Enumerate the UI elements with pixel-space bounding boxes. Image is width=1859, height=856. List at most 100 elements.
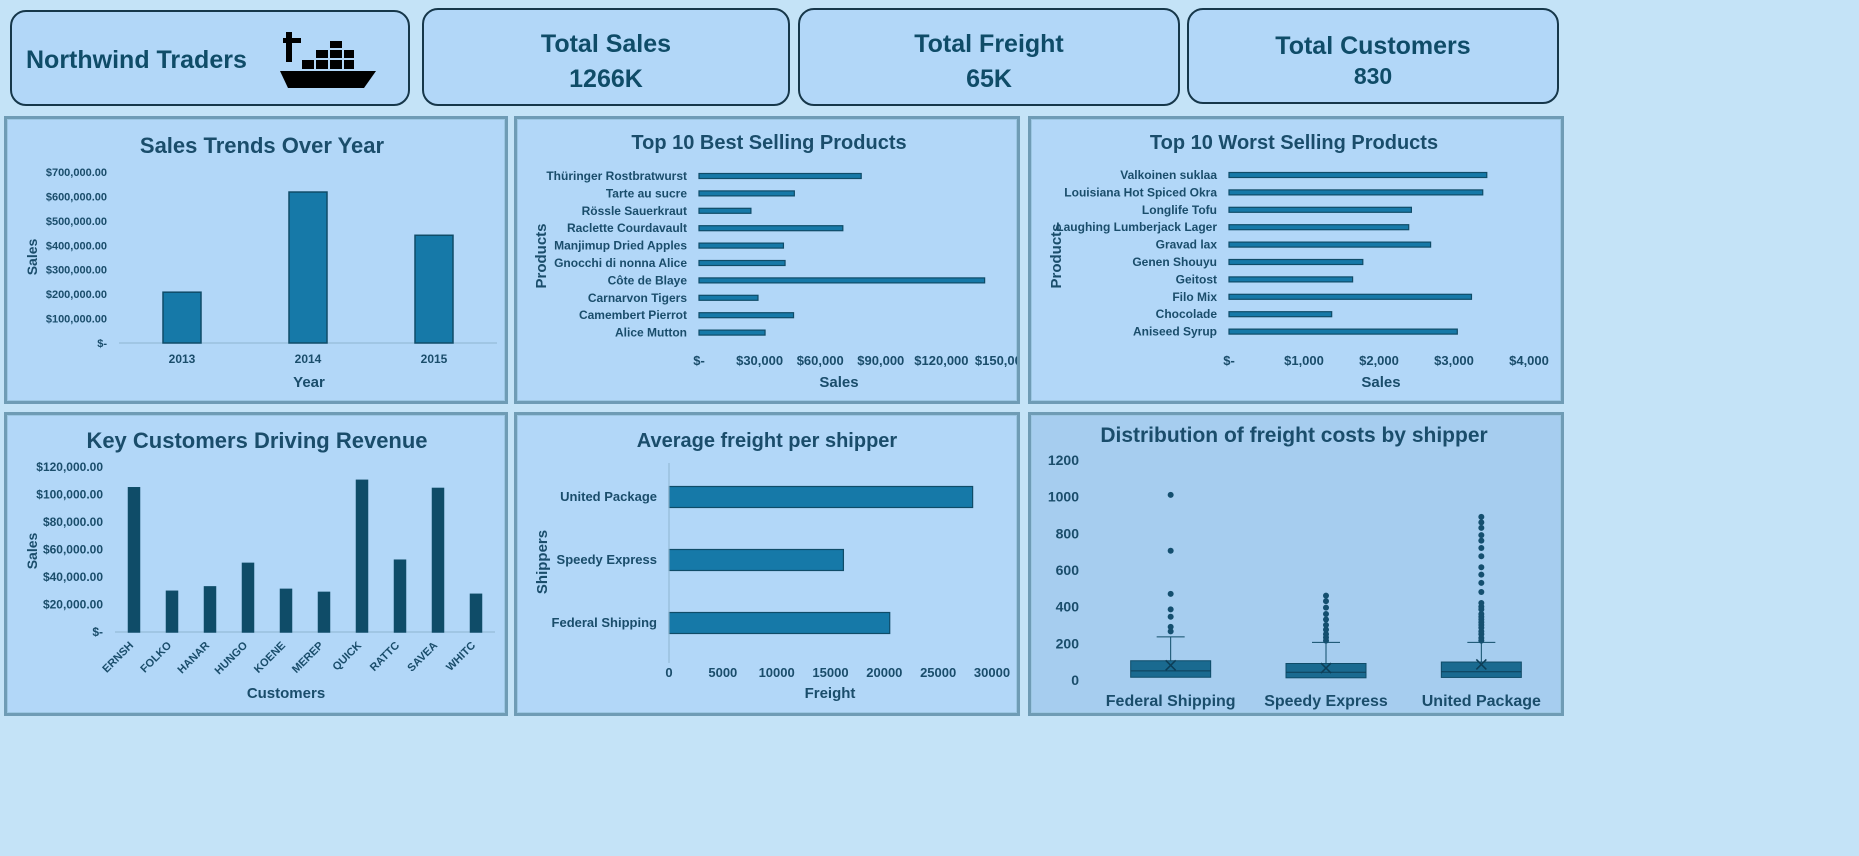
x-tick-label: SAVEA: [405, 640, 440, 675]
bar: [1228, 328, 1458, 335]
x-axis-label: Freight: [805, 685, 856, 702]
x-tick-label: $150,000: [975, 353, 1017, 368]
bar: [698, 277, 986, 284]
bar: [469, 593, 483, 633]
y-tick-label: $100,000.00: [36, 488, 103, 502]
kpi-value: 1266K: [569, 65, 643, 93]
outlier-point: [1167, 590, 1174, 597]
y-tick-label: $300,000.00: [46, 265, 107, 277]
outlier-point: [1478, 571, 1485, 578]
bar: [668, 548, 845, 572]
y-tick-label: 1000: [1048, 489, 1079, 505]
x-tick-label: ERNSH: [100, 640, 136, 676]
outlier-point: [1323, 592, 1329, 599]
freight-dist-chart: Distribution of freight costs by shipper…: [1048, 424, 1541, 710]
kpi-total-sales: Total Sales 1266K: [422, 8, 790, 106]
panel-worst-products: Top 10 Worst Selling Products Valkoinen s…: [1028, 116, 1564, 404]
chart-title: Key Customers Driving Revenue: [86, 428, 427, 453]
y-tick-label: 400: [1056, 599, 1080, 615]
outlier-point: [1478, 519, 1485, 526]
outlier-point: [1478, 611, 1485, 617]
outlier-point: [1167, 606, 1174, 613]
x-tick-label: FOLKO: [138, 639, 174, 675]
bar: [698, 329, 766, 336]
x-tick-label: $-: [1223, 353, 1235, 368]
sales-trend-chart: Sales Trends Over Year $- $100,000.00 $200,…: [24, 133, 497, 391]
outlier-point: [1167, 628, 1174, 635]
x-tick-label: $-: [693, 353, 705, 368]
x-axis-label: Customers: [247, 685, 325, 702]
kpi-title: Total Freight: [914, 30, 1064, 58]
x-tick-label: 30000: [974, 665, 1010, 680]
outlier-point: [1167, 613, 1174, 620]
x-tick-label: $2,000: [1359, 353, 1399, 368]
y-tick-label: $400,000.00: [46, 240, 107, 252]
bar: [317, 591, 331, 633]
y-tick-label: Speedy Express: [557, 552, 657, 567]
y-tick-label: $-: [97, 338, 107, 350]
box: [1285, 663, 1367, 679]
bar: [203, 586, 217, 633]
y-tick-label: Manjimup Dried Apples: [554, 239, 687, 253]
x-tick-label: HANAR: [176, 640, 213, 677]
outlier-point: [1478, 537, 1485, 544]
y-tick-label: 800: [1056, 525, 1080, 541]
box: [1440, 661, 1522, 678]
kpi-total-customers: Total Customers 830: [1187, 8, 1559, 104]
bar: [162, 291, 202, 344]
bar: [1228, 189, 1484, 196]
brand-title: Northwind Traders: [26, 46, 247, 74]
bar: [668, 611, 891, 635]
x-tick-label: 15000: [812, 665, 848, 680]
bar: [698, 259, 786, 267]
y-tick-label: $120,000.00: [36, 460, 103, 474]
chart-title: Top 10 Worst Selling Products: [1150, 132, 1438, 154]
bar: [241, 562, 255, 633]
x-tick-label: 5000: [708, 665, 737, 680]
kpi-title: Total Sales: [540, 30, 672, 58]
x-tick-label: RATTC: [368, 640, 402, 674]
x-tick-label: MEREP: [290, 640, 326, 676]
outlier-point: [1478, 532, 1485, 539]
outlier-point: [1478, 579, 1485, 586]
y-tick-label: $-: [92, 625, 103, 639]
y-tick-label: $600,000.00: [46, 191, 107, 203]
bar: [165, 590, 179, 633]
y-tick-label: Federal Shipping: [552, 615, 658, 630]
y-tick-label: $20,000.00: [43, 598, 103, 612]
y-tick-label: $60,000.00: [43, 543, 103, 557]
outlier-point: [1323, 616, 1329, 623]
y-tick-label: Rössle Sauerkraut: [582, 204, 687, 218]
bar: [1228, 224, 1410, 231]
chart-title: Top 10 Best Selling Products: [631, 132, 906, 154]
outlier-point: [1323, 626, 1329, 633]
bar: [668, 485, 974, 509]
bar: [1228, 206, 1412, 213]
bar: [698, 312, 795, 319]
x-tick-label: 25000: [920, 665, 956, 680]
bar: [127, 487, 141, 633]
outlier-point: [1478, 545, 1485, 551]
outlier-point: [1167, 623, 1174, 630]
y-tick-label: Valkoinen suklaa: [1120, 168, 1217, 182]
brand-card: Northwind Traders: [10, 10, 410, 106]
y-tick-label: Carnarvon Tigers: [588, 291, 687, 305]
x-tick-label: QUICK: [331, 640, 365, 674]
panel-best-products: Top 10 Best Selling Products Thüringer Ro…: [514, 116, 1020, 404]
x-tick-label: $4,000: [1509, 353, 1549, 368]
y-tick-label: 1200: [1048, 452, 1079, 468]
x-tick-label: $90,000: [857, 353, 904, 368]
bar: [1228, 241, 1432, 248]
x-tick-label: $1,000: [1284, 353, 1324, 368]
mean-marker: [1320, 662, 1332, 674]
y-tick-label: $200,000.00: [46, 289, 107, 301]
panel-key-customers: Key Customers Driving Revenue $- $20,000.0…: [4, 412, 508, 716]
outlier-point: [1478, 553, 1485, 560]
x-axis-label: Sales: [1361, 374, 1400, 391]
y-tick-label: Laughing Lumberjack Lager: [1056, 220, 1217, 234]
y-tick-label: Geitost: [1176, 272, 1217, 286]
y-axis-label: Products: [1048, 223, 1065, 288]
x-tick-label: 10000: [759, 665, 795, 680]
bar: [1228, 293, 1473, 300]
kpi-value: 65K: [966, 65, 1012, 93]
